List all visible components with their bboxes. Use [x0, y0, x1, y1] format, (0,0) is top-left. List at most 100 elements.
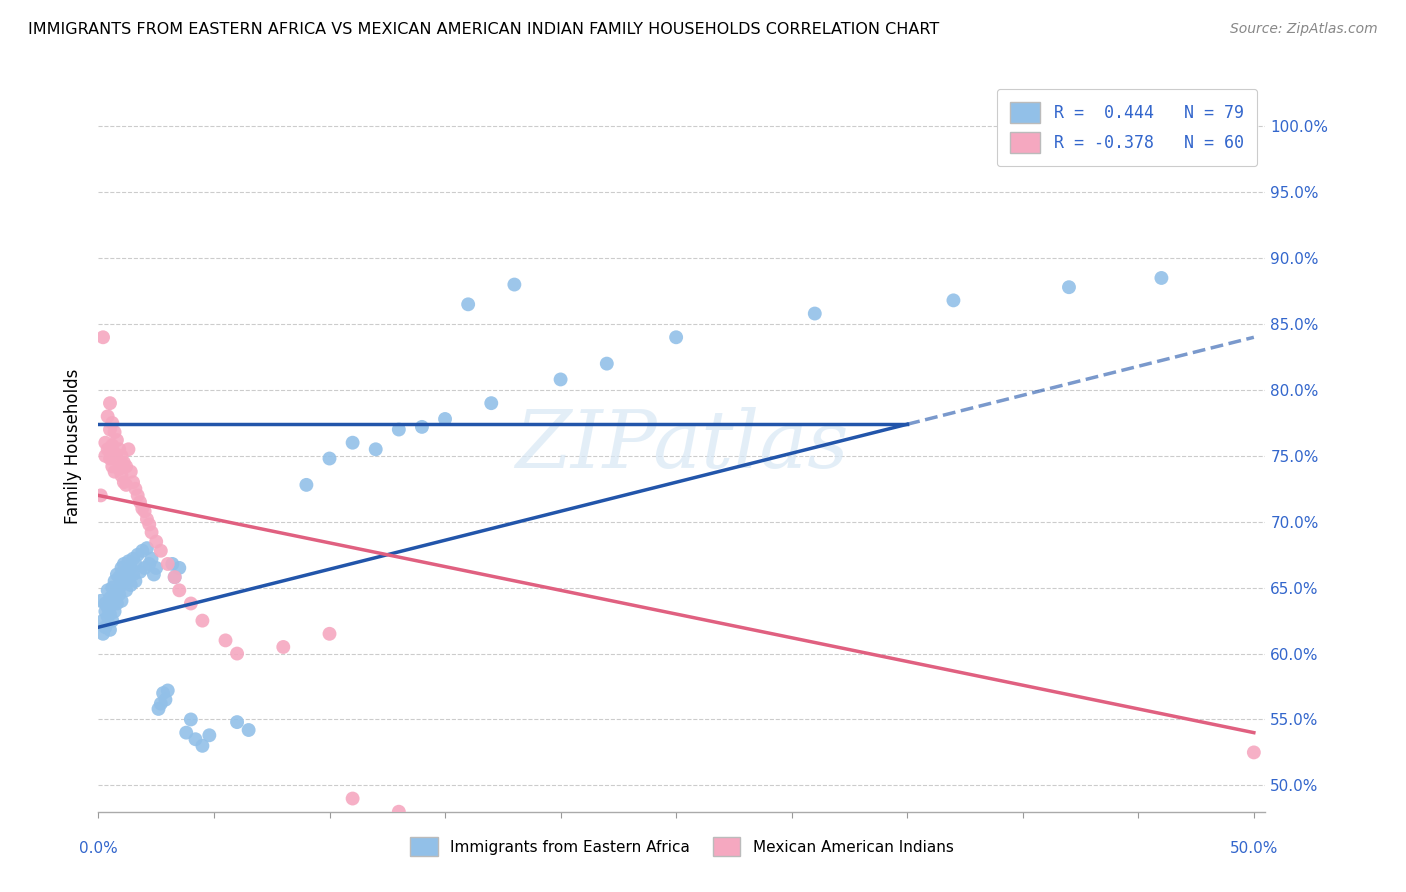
Point — [112, 574, 135, 588]
Point — [90, 594, 112, 608]
Point — [942, 293, 965, 308]
Point — [138, 557, 160, 571]
Point — [101, 597, 124, 611]
Point — [1150, 271, 1173, 285]
Point — [112, 557, 135, 571]
Point — [115, 583, 138, 598]
Point — [90, 488, 112, 502]
Text: IMMIGRANTS FROM EASTERN AFRICA VS MEXICAN AMERICAN INDIAN FAMILY HOUSEHOLDS CORR: IMMIGRANTS FROM EASTERN AFRICA VS MEXICA… — [28, 22, 939, 37]
Point — [110, 468, 132, 483]
Text: ZIPatlas: ZIPatlas — [515, 408, 849, 484]
Text: 50.0%: 50.0% — [1230, 841, 1278, 856]
Point — [98, 451, 121, 466]
Point — [148, 702, 170, 716]
Point — [97, 609, 120, 624]
Point — [479, 396, 502, 410]
Point — [98, 396, 121, 410]
Point — [117, 442, 139, 457]
Point — [91, 627, 114, 641]
Point — [97, 442, 120, 457]
Point — [388, 423, 411, 437]
Point — [115, 565, 138, 579]
Point — [94, 620, 117, 634]
Point — [457, 297, 479, 311]
Point — [115, 478, 138, 492]
Point — [665, 844, 688, 858]
Point — [101, 581, 124, 595]
Point — [156, 557, 179, 571]
Point — [91, 330, 114, 344]
Y-axis label: Family Households: Family Households — [65, 368, 83, 524]
Point — [120, 561, 142, 575]
Point — [141, 551, 163, 566]
Point — [142, 567, 165, 582]
Point — [162, 557, 184, 571]
Point — [1243, 746, 1265, 760]
Point — [342, 435, 364, 450]
Point — [780, 851, 803, 865]
Point — [596, 357, 619, 371]
Point — [163, 570, 186, 584]
Point — [97, 600, 120, 615]
Point — [434, 412, 457, 426]
Point — [122, 551, 145, 566]
Point — [122, 567, 145, 582]
Point — [342, 791, 364, 805]
Point — [665, 330, 688, 344]
Point — [94, 597, 117, 611]
Point — [249, 890, 271, 892]
Point — [108, 587, 131, 601]
Point — [214, 633, 236, 648]
Point — [94, 449, 117, 463]
Point — [124, 482, 146, 496]
Point — [104, 574, 127, 588]
Point — [98, 423, 121, 437]
Point — [1011, 863, 1033, 878]
Point — [457, 818, 479, 832]
Point — [141, 525, 163, 540]
Point — [104, 604, 127, 618]
Point — [120, 578, 142, 592]
Point — [124, 574, 146, 588]
Point — [129, 565, 152, 579]
Point — [295, 478, 318, 492]
Point — [136, 541, 159, 556]
Point — [122, 475, 145, 490]
Point — [152, 686, 174, 700]
Point — [134, 561, 156, 575]
Point — [108, 462, 131, 476]
Point — [1104, 877, 1126, 891]
Point — [1057, 280, 1080, 294]
Point — [101, 459, 124, 474]
Point — [97, 409, 120, 424]
Point — [112, 455, 135, 469]
Point — [388, 805, 411, 819]
Point — [124, 557, 146, 571]
Point — [149, 697, 172, 711]
Point — [104, 591, 127, 606]
Point — [136, 512, 159, 526]
Point — [110, 561, 132, 575]
Point — [411, 420, 433, 434]
Legend: Immigrants from Eastern Africa, Mexican American Indians: Immigrants from Eastern Africa, Mexican … — [405, 830, 959, 863]
Point — [163, 570, 186, 584]
Text: 0.0%: 0.0% — [79, 841, 118, 856]
Point — [226, 647, 249, 661]
Point — [131, 501, 153, 516]
Point — [550, 372, 572, 386]
Point — [108, 442, 131, 457]
Point — [550, 831, 572, 846]
Point — [134, 504, 156, 518]
Point — [115, 459, 138, 474]
Point — [112, 475, 135, 490]
Point — [804, 307, 827, 321]
Point — [226, 715, 249, 730]
Point — [1219, 887, 1241, 892]
Point — [180, 597, 202, 611]
Point — [149, 543, 172, 558]
Point — [98, 623, 121, 637]
Point — [318, 627, 340, 641]
Point — [104, 425, 127, 439]
Point — [91, 614, 114, 628]
Point — [94, 435, 117, 450]
